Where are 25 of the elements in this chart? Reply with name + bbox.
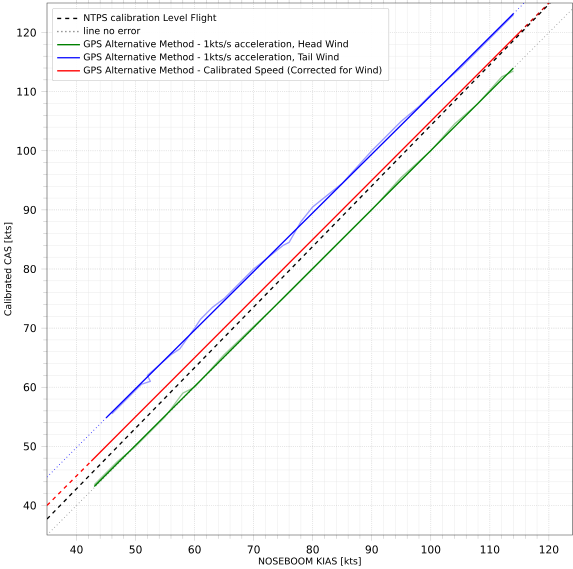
y-tick-label: 120 — [17, 28, 36, 37]
x-axis-title: NOSEBOOM KIAS [kts] — [258, 557, 361, 566]
y-tick-label: 110 — [17, 88, 36, 96]
y-tick-label: 80 — [24, 264, 36, 274]
x-tick-label: 120 — [540, 545, 558, 554]
x-tick-label: 110 — [480, 545, 500, 554]
x-tick-label: 90 — [366, 545, 378, 554]
y-tick-label: 100 — [17, 146, 36, 155]
y-tick-label: 50 — [24, 442, 36, 450]
y-tick-label: 90 — [24, 206, 36, 214]
x-tick-label: 40 — [70, 545, 83, 554]
legend-label: line no error — [84, 27, 140, 34]
legend-label: GPS Alternative Method - 1kts/s acceleration, Head Wind — [84, 40, 348, 48]
x-tick-label: 80 — [306, 545, 319, 554]
y-tick-label: 70 — [24, 324, 36, 332]
x-tick-label: 100 — [422, 545, 440, 554]
x-tick-label: 70 — [248, 545, 260, 554]
legend-label: GPS Alternative Method - 1kts/s acceleration, Tail Wind — [84, 53, 338, 62]
legend-label: NTPS calibration Level Flight — [84, 14, 216, 23]
y-tick-label: 40 — [24, 501, 36, 510]
y-tick-label: 60 — [24, 383, 36, 392]
y-axis-title: Calibrated CAS [kts] — [4, 222, 12, 316]
x-tick-label: 60 — [188, 545, 201, 554]
x-tick-label: 50 — [130, 545, 142, 554]
legend-label: GPS Alternative Method - Calibrated Speed (Corrected for Wind) — [84, 66, 382, 76]
